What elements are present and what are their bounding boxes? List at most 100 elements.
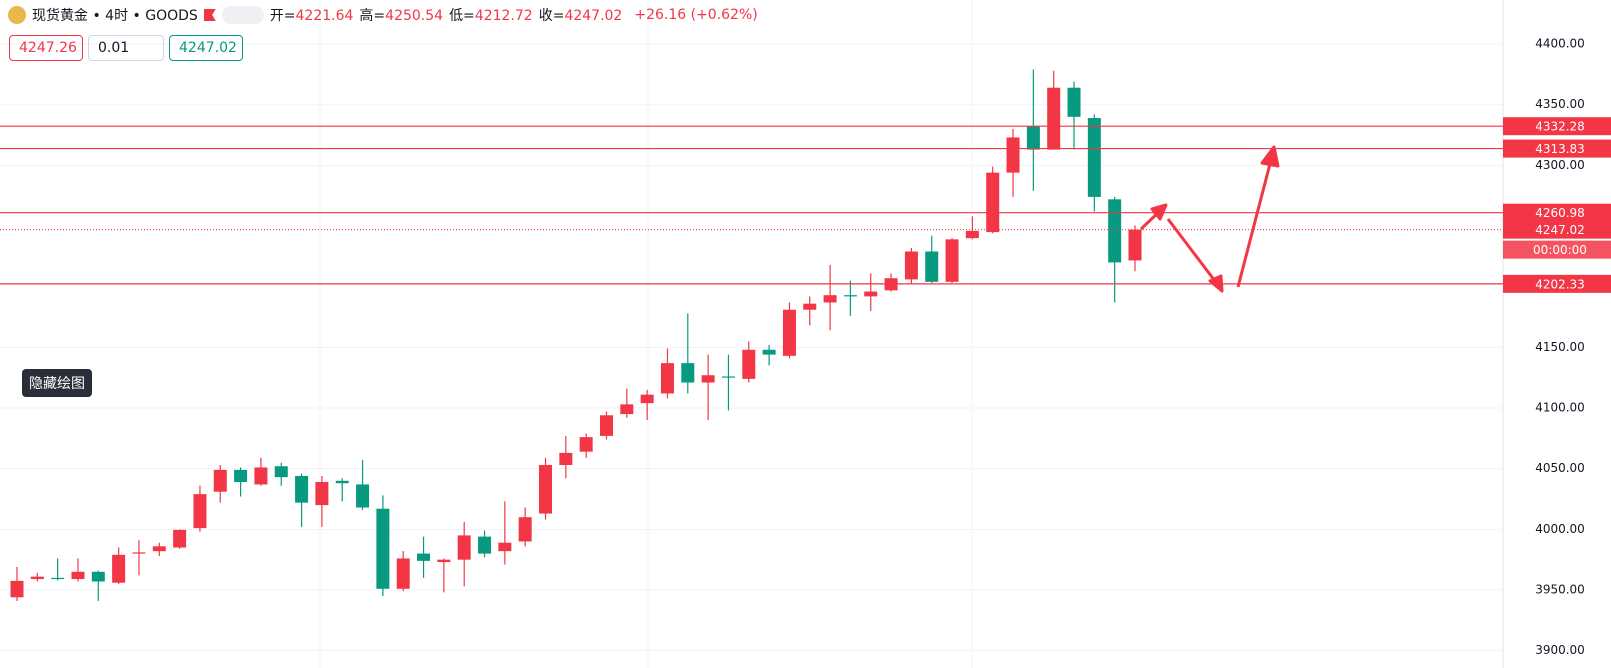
y-tick-label: 4100.00 <box>1535 401 1585 415</box>
candle-body <box>945 239 959 282</box>
candle-body <box>843 295 857 297</box>
ohlc-label: 低= <box>449 8 475 24</box>
y-tick-label: 4300.00 <box>1535 158 1585 172</box>
candle-body <box>742 349 756 379</box>
candle-body <box>457 535 471 560</box>
candle-body <box>579 437 593 452</box>
countdown: 00:00:00 <box>1533 243 1587 257</box>
level-label: 4332.28 <box>1535 120 1585 134</box>
hide-drawings-button[interactable]: 隐藏绘图 <box>22 369 92 397</box>
flag-icon <box>203 9 216 21</box>
candle-body <box>640 394 654 404</box>
level-box <box>1503 117 1611 136</box>
order-panel: 4247.26 0.01 4247.02 <box>9 35 243 61</box>
candle-body <box>356 484 370 508</box>
y-tick-label: 4350.00 <box>1535 97 1585 111</box>
symbol-icon <box>8 6 26 24</box>
candle-body <box>10 580 24 598</box>
time-grid <box>319 0 973 668</box>
candle-body <box>986 172 1000 233</box>
candle-body <box>152 546 166 552</box>
candle-body <box>599 415 613 436</box>
candle-body <box>762 349 776 355</box>
candle-body <box>1108 199 1122 263</box>
header: 现货黄金 • 4时 • GOODS 开=4221.64 高=4250.54 低=42… <box>8 5 758 25</box>
candle-body <box>132 552 146 554</box>
candle-body <box>1067 87 1081 117</box>
candle-body <box>539 465 553 514</box>
ohlc-label: 收= <box>538 8 565 24</box>
level-box <box>1503 203 1611 222</box>
quantity[interactable]: 0.01 <box>88 35 164 61</box>
candle-body <box>721 376 735 378</box>
candle-body <box>315 482 329 506</box>
candle-body <box>71 571 85 580</box>
candle-body <box>904 251 918 280</box>
level-label: 4202.33 <box>1535 277 1585 291</box>
level-box <box>1503 274 1611 293</box>
candle-body <box>1026 126 1040 150</box>
ohlc-value: 4221.64 <box>295 8 354 24</box>
candle-body <box>498 542 512 552</box>
ohlc-label: 高= <box>359 8 386 24</box>
candle-body <box>478 536 492 554</box>
candle-body <box>864 291 878 297</box>
last-price-box <box>1503 220 1611 239</box>
candle-body <box>1006 137 1020 173</box>
toggle[interactable] <box>221 6 264 24</box>
candle-body <box>193 494 207 529</box>
candle-body <box>376 508 390 589</box>
candle-body <box>518 517 532 542</box>
candle-body <box>559 452 573 466</box>
buy-price[interactable]: 4247.02 <box>169 35 243 61</box>
candle-body <box>925 251 939 282</box>
candle-body <box>295 475 309 503</box>
candle-body <box>1087 118 1101 197</box>
candle-body <box>396 558 410 589</box>
y-tick-label: 3950.00 <box>1535 582 1585 596</box>
symbol-title: 现货黄金 • 4时 • GOODS <box>32 8 198 24</box>
candle-body <box>965 230 979 239</box>
ohlc-label: 开= <box>269 8 296 24</box>
ohlc-value: 4247.02 <box>564 8 623 24</box>
ohlc-value: 4250.54 <box>385 8 444 24</box>
drawing-arrows <box>1139 145 1280 293</box>
candle-body <box>701 375 715 383</box>
candle-body <box>1047 87 1061 150</box>
candle-body <box>213 469 227 492</box>
level-label: 4313.83 <box>1535 142 1585 156</box>
candle-body <box>1128 229 1142 261</box>
countdown-box <box>1503 240 1611 259</box>
candle-body <box>620 404 634 415</box>
candle-body <box>234 469 248 483</box>
candle-body <box>335 480 349 484</box>
candle-body <box>274 466 288 478</box>
y-tick-label: 4000.00 <box>1535 522 1585 536</box>
ohlc-value: 4212.72 <box>474 8 533 24</box>
y-tick-label: 4400.00 <box>1535 37 1585 51</box>
last-price-label: 4247.02 <box>1535 223 1585 237</box>
change: +26.16 (+0.62%) <box>634 7 758 23</box>
y-tick-label: 3900.00 <box>1535 643 1585 657</box>
candle-body <box>254 467 268 485</box>
candle-body <box>91 571 105 582</box>
level-label: 4260.98 <box>1535 206 1585 220</box>
candle-body <box>30 576 44 580</box>
ohlc: 开=4221.64 高=4250.54 低=4212.72 收=4247.02 <box>270 5 629 25</box>
candle-body <box>51 577 65 580</box>
candle-body <box>681 363 695 383</box>
level-box <box>1503 139 1611 158</box>
sell-price[interactable]: 4247.26 <box>9 35 83 61</box>
candle-body <box>803 303 817 310</box>
y-tick-label: 4050.00 <box>1535 461 1585 475</box>
candle-body <box>173 529 187 548</box>
candle-body <box>823 295 837 303</box>
candle-body <box>782 309 796 356</box>
y-tick-label: 4150.00 <box>1535 340 1585 354</box>
candle-body <box>112 554 126 583</box>
candle-body <box>437 559 451 563</box>
candle-body <box>417 553 431 561</box>
candle-body <box>660 363 674 394</box>
